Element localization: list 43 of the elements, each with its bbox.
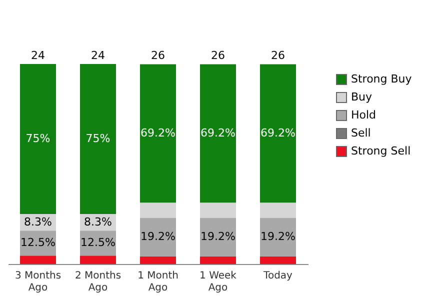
- x-tick-label: 3 Months Ago: [14, 270, 62, 294]
- bar: [260, 202, 296, 218]
- data-label: 12.5%: [20, 236, 56, 250]
- bar: [200, 256, 236, 264]
- annotation: 24: [91, 49, 105, 62]
- data-label: 19.2%: [140, 230, 176, 244]
- bar: [80, 256, 116, 264]
- annotation: 26: [211, 49, 225, 62]
- data-label: 8.3%: [24, 215, 52, 228]
- bar: [20, 64, 56, 214]
- annotation: 26: [151, 49, 165, 62]
- bar: [260, 256, 296, 264]
- legend-label: Hold: [351, 108, 376, 122]
- data-label: 69.2%: [200, 126, 236, 140]
- annotation: 24: [31, 49, 45, 62]
- bar: [20, 256, 56, 264]
- legend-label: Buy: [351, 90, 373, 104]
- annotation: 26: [271, 49, 285, 62]
- data-label: 69.2%: [140, 126, 176, 140]
- bar: [80, 64, 116, 214]
- data-label: 8.3%: [84, 215, 112, 228]
- bar: [140, 202, 176, 218]
- data-label: 12.5%: [80, 236, 116, 250]
- data-label: 69.2%: [260, 126, 296, 140]
- bar: [140, 256, 176, 264]
- bar: [200, 202, 236, 218]
- bar: [200, 218, 236, 256]
- data-label: 19.2%: [260, 230, 296, 244]
- legend-label: Sell: [351, 126, 371, 140]
- legend-label: Strong Buy: [351, 72, 412, 86]
- legend-label: Strong Sell: [351, 144, 411, 158]
- x-tick-label: 1 Month Ago: [138, 270, 178, 294]
- bar: [260, 64, 296, 203]
- bar: [140, 218, 176, 256]
- bar: [200, 64, 236, 203]
- x-tick-label: 2 Months Ago: [74, 270, 122, 294]
- data-label: 75%: [26, 132, 50, 145]
- x-tick-label: 1 Week Ago: [200, 270, 237, 294]
- bar: [140, 64, 176, 203]
- data-label: 19.2%: [200, 230, 236, 244]
- data-label: 75%: [86, 132, 110, 145]
- x-tick-label: Today: [262, 270, 293, 282]
- bar: [260, 218, 296, 256]
